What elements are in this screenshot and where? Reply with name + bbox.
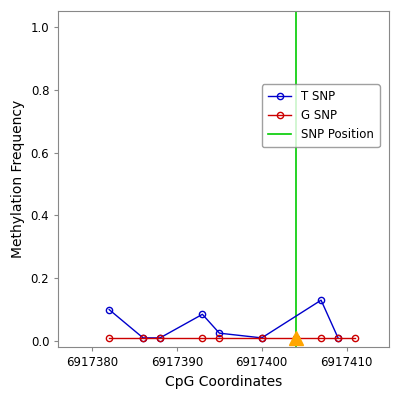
T SNP	[319, 298, 324, 302]
G SNP	[336, 336, 340, 340]
Legend: T SNP, G SNP, SNP Position: T SNP, G SNP, SNP Position	[262, 84, 380, 147]
G SNP	[200, 336, 205, 340]
G SNP	[158, 336, 162, 340]
G SNP	[319, 336, 324, 340]
G SNP	[259, 336, 264, 340]
Line: G SNP: G SNP	[106, 335, 358, 341]
Y-axis label: Methylation Frequency: Methylation Frequency	[11, 100, 25, 258]
T SNP	[158, 336, 162, 340]
G SNP	[352, 336, 357, 340]
X-axis label: CpG Coordinates: CpG Coordinates	[165, 375, 282, 389]
T SNP	[259, 336, 264, 340]
T SNP	[141, 336, 146, 340]
G SNP	[107, 336, 112, 340]
G SNP	[141, 336, 146, 340]
G SNP	[217, 336, 222, 340]
T SNP	[107, 307, 112, 312]
T SNP	[336, 336, 340, 340]
T SNP	[217, 331, 222, 336]
Line: T SNP: T SNP	[106, 297, 341, 341]
G SNP	[293, 336, 298, 340]
T SNP	[200, 312, 205, 317]
